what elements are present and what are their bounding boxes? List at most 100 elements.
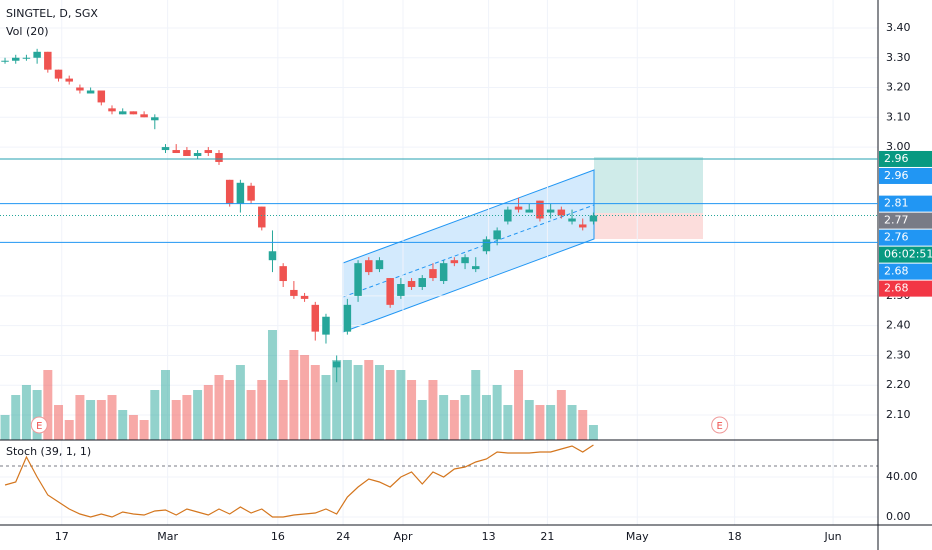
y-tick-label: 2.20 bbox=[886, 378, 911, 391]
candle-body bbox=[1, 60, 9, 62]
candle-body bbox=[514, 206, 523, 210]
candle-body bbox=[525, 209, 533, 213]
volume-bar bbox=[182, 395, 192, 440]
volume-bar bbox=[439, 395, 449, 440]
candle-body bbox=[247, 185, 255, 201]
volume-bar bbox=[75, 395, 85, 440]
candle-body bbox=[332, 361, 341, 368]
volume-bar bbox=[396, 370, 406, 440]
volume-bar bbox=[449, 400, 459, 440]
x-tick-label: 18 bbox=[728, 530, 742, 543]
candle-body bbox=[354, 263, 362, 296]
candle-body bbox=[589, 215, 598, 222]
volume-bar bbox=[481, 395, 491, 440]
volume-bar bbox=[96, 400, 106, 440]
candle-body bbox=[33, 51, 41, 58]
candle-body bbox=[450, 260, 459, 264]
candle-body bbox=[97, 90, 106, 103]
volume-bar bbox=[471, 370, 481, 440]
x-tick-label: Apr bbox=[393, 530, 413, 543]
candle-body bbox=[86, 90, 95, 94]
candle-body bbox=[44, 51, 52, 70]
candle-body bbox=[140, 114, 148, 118]
price-tag-label: 2.96 bbox=[884, 169, 909, 182]
volume-bar bbox=[171, 400, 181, 440]
candle-body bbox=[22, 57, 31, 59]
volume-bar bbox=[64, 420, 74, 440]
x-tick-label: 24 bbox=[336, 530, 350, 543]
price-tag-label: 06:02:51 bbox=[884, 248, 932, 261]
volume-bar bbox=[385, 370, 395, 440]
candle-body bbox=[193, 153, 202, 156]
y-tick-label: 3.30 bbox=[886, 51, 911, 64]
candle-body bbox=[472, 266, 480, 270]
candle-body bbox=[557, 209, 566, 216]
candle-body bbox=[183, 150, 191, 156]
candle-body bbox=[300, 295, 309, 299]
volume-bar bbox=[32, 390, 42, 440]
candle-body bbox=[536, 200, 544, 219]
candle-body bbox=[461, 257, 469, 264]
candle-body bbox=[76, 87, 84, 91]
candle-body bbox=[290, 289, 298, 296]
x-tick-label: Jun bbox=[823, 530, 841, 543]
volume-bar bbox=[588, 425, 598, 440]
volume-bar bbox=[460, 395, 470, 440]
event-marker bbox=[711, 416, 729, 434]
volume-bar bbox=[364, 360, 374, 440]
volume-bar bbox=[578, 410, 588, 440]
volume-bar bbox=[139, 420, 149, 440]
price-tag-label: 2.96 bbox=[884, 152, 909, 165]
candle-body bbox=[11, 57, 20, 61]
price-tag bbox=[879, 263, 932, 280]
candle-body bbox=[268, 251, 277, 261]
candle-body bbox=[322, 316, 330, 335]
volume-bar bbox=[524, 400, 534, 440]
chart-title: SINGTEL, D, SGX bbox=[6, 7, 98, 20]
candle-body bbox=[578, 224, 587, 228]
volume-bar bbox=[407, 380, 417, 440]
candle-body bbox=[54, 69, 63, 79]
stoch-tick-label: 40.00 bbox=[886, 470, 918, 483]
volume-bar bbox=[310, 365, 320, 440]
candle-body bbox=[172, 150, 180, 154]
y-tick-label: 2.30 bbox=[886, 348, 911, 361]
volume-bar bbox=[417, 400, 427, 440]
volume-bar bbox=[374, 365, 384, 440]
candle-body bbox=[65, 78, 73, 82]
x-tick-label: Mar bbox=[157, 530, 178, 543]
candle-body bbox=[439, 263, 448, 282]
volume-bar bbox=[86, 400, 96, 440]
volume-bar bbox=[21, 385, 31, 440]
volume-bar bbox=[556, 390, 566, 440]
x-tick-label: 21 bbox=[540, 530, 554, 543]
event-label: E bbox=[717, 421, 723, 432]
candle-body bbox=[215, 153, 223, 162]
volume-label: Vol (20) bbox=[6, 25, 49, 38]
volume-bar bbox=[118, 410, 128, 440]
candle-body bbox=[129, 111, 138, 115]
candle-body bbox=[407, 281, 416, 287]
y-tick-label: 2.10 bbox=[886, 408, 911, 421]
stoch-tick-label: 0.00 bbox=[886, 510, 911, 523]
volume-bar bbox=[257, 380, 267, 440]
candle-body bbox=[546, 209, 555, 213]
volume-bar bbox=[267, 330, 277, 440]
price-tag bbox=[879, 195, 932, 212]
volume-bar bbox=[225, 380, 235, 440]
x-tick-label: 13 bbox=[482, 530, 496, 543]
price-tag bbox=[879, 150, 932, 167]
candle-body bbox=[311, 304, 320, 332]
volume-bar bbox=[0, 415, 10, 440]
candle-body bbox=[568, 218, 576, 222]
candle-body bbox=[161, 147, 170, 151]
channel-midline bbox=[342, 204, 595, 298]
volume-bar bbox=[246, 390, 256, 440]
volume-bar bbox=[535, 405, 545, 440]
price-tag bbox=[879, 246, 932, 263]
volume-bar bbox=[332, 360, 342, 440]
candle-body bbox=[397, 284, 405, 296]
candle-body bbox=[482, 239, 491, 252]
candle-body bbox=[236, 182, 245, 204]
